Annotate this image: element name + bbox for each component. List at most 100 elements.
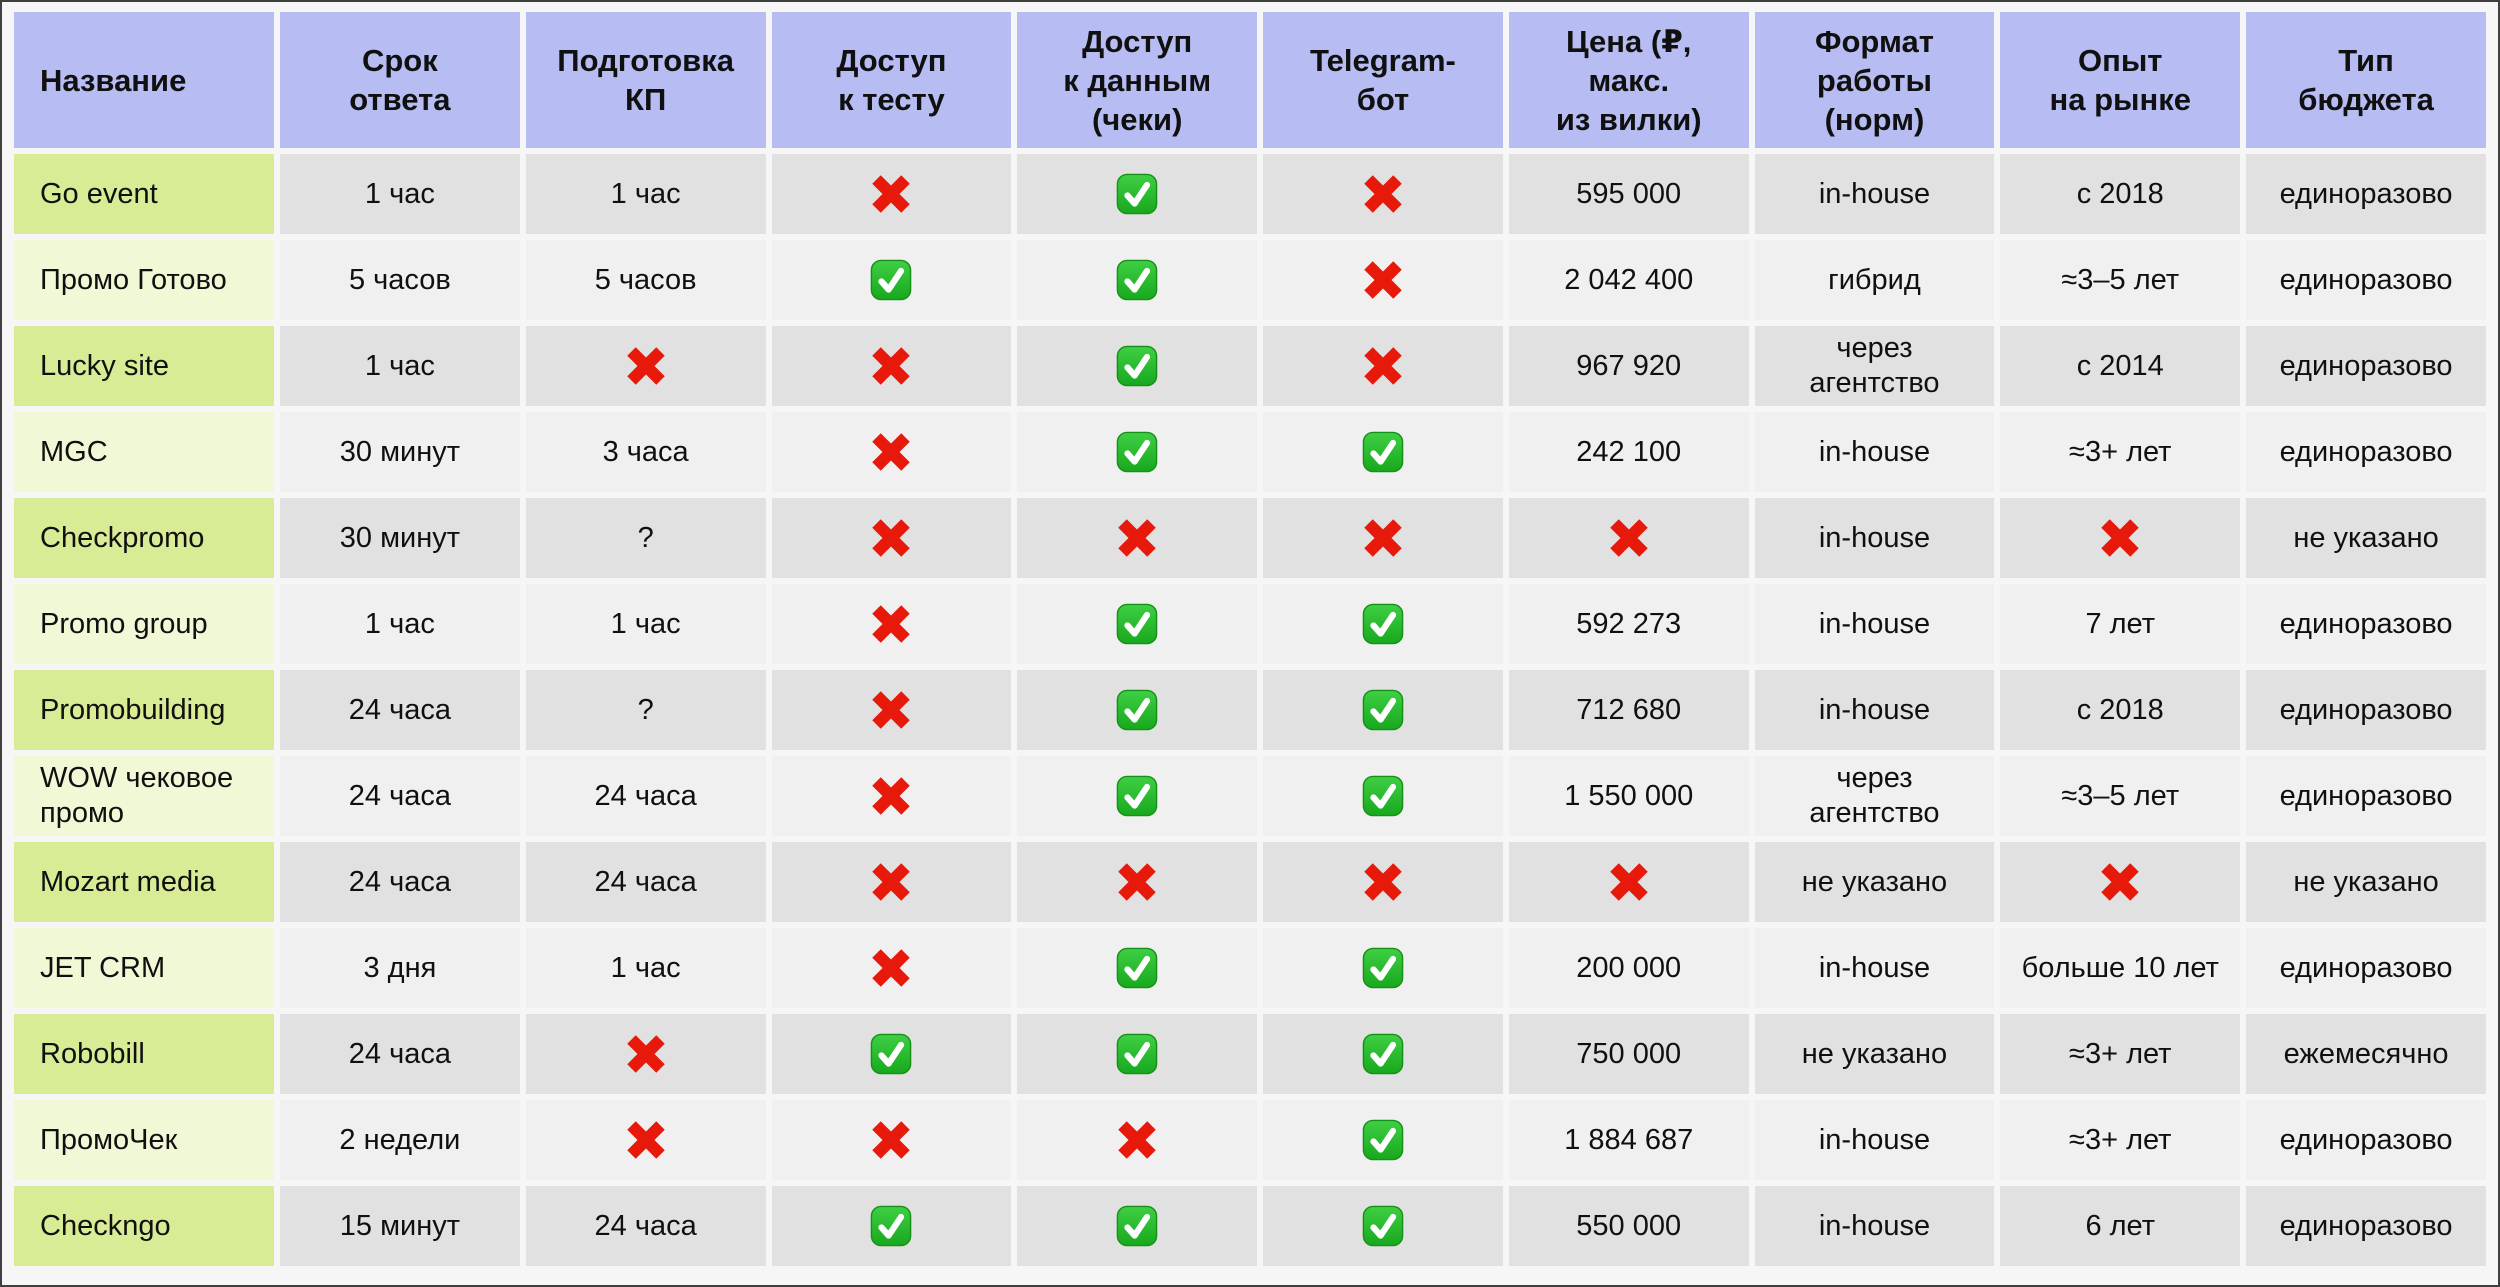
table-row: Robobill 24 часа 750 000 не указано ≈3+ лет е… <box>14 1014 2486 1094</box>
column-header: Цена (₽, макс. из вилки) <box>1508 12 1749 148</box>
check-cell <box>1017 154 1258 234</box>
check-icon <box>1362 1033 1404 1075</box>
cross-cell <box>1263 498 1503 578</box>
check-icon <box>1362 603 1404 645</box>
data-cell: гибрид <box>1754 240 1995 320</box>
cross-icon <box>872 1121 911 1159</box>
check-cell <box>1017 1014 1258 1094</box>
data-cell: 1 час <box>280 154 520 234</box>
data-cell: 24 часа <box>525 756 766 836</box>
cross-cell <box>771 412 1012 492</box>
data-cell: не указано <box>2246 842 2486 922</box>
data-cell: in-house <box>1754 584 1995 664</box>
column-header: Формат работы (норм) <box>1754 12 1995 148</box>
data-cell: 750 000 <box>1508 1014 1749 1094</box>
cross-icon <box>1609 519 1648 557</box>
check-icon <box>1362 1205 1404 1247</box>
data-cell: единоразово <box>2246 670 2486 750</box>
cross-cell <box>1508 498 1749 578</box>
cross-icon <box>2101 863 2139 901</box>
cross-cell <box>771 154 1012 234</box>
service-name-cell: Mozart media <box>14 842 274 922</box>
cross-cell <box>525 326 766 406</box>
table-row: Promo group 1 час 1 час 592 273 in-house 7 ле… <box>14 584 2486 664</box>
check-icon <box>1116 947 1158 989</box>
cross-cell <box>771 842 1012 922</box>
data-cell: 1 час <box>525 584 766 664</box>
data-cell: через агентство <box>1754 326 1995 406</box>
service-name-cell: Promo group <box>14 584 274 664</box>
check-cell <box>1017 412 1258 492</box>
data-cell: 24 часа <box>280 1014 520 1094</box>
check-icon <box>871 1205 912 1247</box>
data-cell: 1 550 000 <box>1508 756 1749 836</box>
data-cell: 712 680 <box>1508 670 1749 750</box>
service-name-cell: Промо Готово <box>14 240 274 320</box>
data-cell: 550 000 <box>1508 1186 1749 1266</box>
data-cell: ежемесячно <box>2246 1014 2486 1094</box>
cross-icon <box>1609 863 1648 901</box>
data-cell: 1 час <box>280 584 520 664</box>
cross-icon <box>1364 261 1402 299</box>
column-header: Доступ к данным (чеки) <box>1017 12 1258 148</box>
data-cell: in-house <box>1754 1100 1995 1180</box>
check-cell <box>771 1186 1012 1266</box>
data-cell: 200 000 <box>1508 928 1749 1008</box>
data-cell: ? <box>525 670 766 750</box>
cross-icon <box>1364 863 1402 901</box>
cross-cell <box>1263 154 1503 234</box>
table-row: WOW чековое промо 24 часа 24 часа 1 550 000… <box>14 756 2486 836</box>
cross-icon <box>626 1035 665 1073</box>
data-cell: с 2014 <box>2000 326 2241 406</box>
cross-icon <box>1118 519 1156 557</box>
cross-cell <box>1017 1100 1258 1180</box>
check-cell <box>1017 326 1258 406</box>
cross-cell <box>771 584 1012 664</box>
check-icon <box>1116 1205 1158 1247</box>
data-cell: 242 100 <box>1508 412 1749 492</box>
data-cell: ≈3–5 лет <box>2000 240 2241 320</box>
column-header: Telegram- бот <box>1263 12 1503 148</box>
data-cell: не указано <box>1754 842 1995 922</box>
data-cell: 592 273 <box>1508 584 1749 664</box>
column-header: Тип бюджета <box>2246 12 2486 148</box>
data-cell: in-house <box>1754 928 1995 1008</box>
check-icon <box>1362 775 1404 817</box>
check-cell <box>1263 670 1503 750</box>
data-cell: 24 часа <box>525 842 766 922</box>
data-cell: in-house <box>1754 154 1995 234</box>
data-cell: 24 часа <box>280 842 520 922</box>
table-row: Promobuilding 24 часа? 712 680 in-house с 20… <box>14 670 2486 750</box>
data-cell: с 2018 <box>2000 154 2241 234</box>
data-cell: единоразово <box>2246 412 2486 492</box>
check-icon <box>1116 431 1158 473</box>
cross-cell <box>771 326 1012 406</box>
data-cell: in-house <box>1754 670 1995 750</box>
data-cell: 24 часа <box>280 756 520 836</box>
check-cell <box>1017 928 1258 1008</box>
column-header-name: Название <box>14 12 274 148</box>
data-cell: 2 недели <box>280 1100 520 1180</box>
data-cell: единоразово <box>2246 756 2486 836</box>
cross-cell <box>1017 498 1258 578</box>
cross-icon <box>872 949 911 987</box>
table-header: Название Срок ответа Подготовка КП Доступ к… <box>14 12 2486 148</box>
cross-cell <box>771 670 1012 750</box>
column-header: Опыт на рынке <box>2000 12 2241 148</box>
check-icon <box>871 1033 912 1075</box>
check-icon <box>1116 775 1158 817</box>
comparison-table: Название Срок ответа Подготовка КП Доступ к… <box>8 6 2492 1272</box>
data-cell: не указано <box>2246 498 2486 578</box>
cross-icon <box>872 519 911 557</box>
cross-cell <box>1263 842 1503 922</box>
cross-icon <box>2101 519 2139 557</box>
data-cell: 2 042 400 <box>1508 240 1749 320</box>
check-cell <box>1017 584 1258 664</box>
cross-icon <box>872 175 911 213</box>
data-cell: ≈3+ лет <box>2000 1014 2241 1094</box>
cross-cell <box>525 1014 766 1094</box>
check-icon <box>1362 431 1404 473</box>
data-cell: больше 10 лет <box>2000 928 2241 1008</box>
data-cell: через агентство <box>1754 756 1995 836</box>
check-icon <box>1362 1119 1404 1161</box>
